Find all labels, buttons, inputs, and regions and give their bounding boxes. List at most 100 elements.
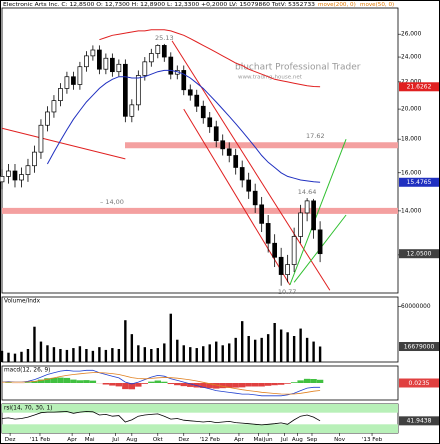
value-box xyxy=(399,342,439,352)
value-box xyxy=(399,177,439,187)
volume-bar xyxy=(176,339,179,362)
trend-line xyxy=(183,108,291,286)
panel-frame xyxy=(1,365,399,401)
candle-body xyxy=(194,94,200,107)
candle-body xyxy=(110,57,115,73)
macd-bar xyxy=(238,383,246,388)
volume-bar xyxy=(240,321,244,362)
volume-bar xyxy=(78,346,82,362)
volume-bar xyxy=(143,347,147,362)
macd-bar xyxy=(297,380,304,383)
candle-body xyxy=(148,53,154,63)
macd-bar xyxy=(31,381,38,383)
y-tick-label: 24,000 xyxy=(401,55,422,61)
candle-body xyxy=(90,49,96,57)
value-box-label: 0.0235 xyxy=(409,380,430,387)
volume-bar xyxy=(318,346,322,362)
candle-body xyxy=(19,174,24,181)
candle-body xyxy=(311,200,316,231)
candle-body xyxy=(142,61,148,76)
x-tick-label: Mai xyxy=(85,437,95,443)
candle-body xyxy=(207,117,213,128)
candle-body xyxy=(155,45,161,54)
volume-bar xyxy=(169,313,172,362)
volume-bar xyxy=(292,336,296,362)
candle-body xyxy=(38,124,44,153)
volume-bar xyxy=(13,353,17,362)
y-tick-label: 16,000 xyxy=(401,170,422,176)
x-tick-label: Mai xyxy=(254,437,264,443)
candle-body xyxy=(278,256,284,275)
macd-bar xyxy=(83,380,90,383)
macd-bar xyxy=(57,377,64,383)
value-box-label: 12.0500 xyxy=(407,251,432,258)
value-box xyxy=(399,249,439,259)
candle-body xyxy=(187,89,193,96)
volume-bar xyxy=(33,326,36,362)
macd-bar xyxy=(109,383,116,386)
volume-bar xyxy=(305,337,309,362)
x-tick-label: Jun xyxy=(263,437,273,443)
macd-bar xyxy=(128,383,136,390)
volume-bar xyxy=(111,348,114,362)
volume-bar xyxy=(98,347,101,362)
candle-body xyxy=(58,88,63,102)
candle-body xyxy=(272,242,278,258)
x-tick-label: Dez xyxy=(5,437,16,443)
macd-bar xyxy=(206,383,213,389)
candle-body xyxy=(213,126,219,142)
x-tick-label: Apr xyxy=(234,437,244,443)
candle-body xyxy=(129,104,135,117)
macd-bar xyxy=(167,383,174,385)
macd-bar xyxy=(213,383,220,389)
candle-body xyxy=(200,105,206,119)
x-tick-label: Dez xyxy=(178,437,189,443)
panel-frame xyxy=(1,296,399,363)
candle-body xyxy=(161,45,167,58)
volume-bar xyxy=(195,348,198,362)
volume-bar xyxy=(234,337,237,362)
macd-bar xyxy=(271,383,278,386)
macd-bar xyxy=(50,377,58,383)
value-box-label: 16679000 xyxy=(404,343,435,350)
x-tick-label: '13 Feb xyxy=(362,437,383,443)
x-tick-label: Aug xyxy=(292,437,303,443)
candle-body xyxy=(317,229,323,255)
macd-bar xyxy=(251,383,259,387)
legend-entry: move(200, 0) xyxy=(318,2,356,8)
x-tick-label: Jul xyxy=(111,437,119,443)
macd-bar xyxy=(161,381,168,383)
candle-body xyxy=(252,190,258,206)
legend-entry: move(50, 0) xyxy=(360,2,394,8)
candle-body xyxy=(103,57,109,70)
candle-body xyxy=(298,212,303,237)
panel-title: macd(12, 26, 9) xyxy=(4,368,50,374)
candle-body xyxy=(71,76,76,85)
value-box xyxy=(399,82,439,92)
volume-bar xyxy=(266,334,270,362)
rsi-line xyxy=(1,411,321,426)
level-band xyxy=(125,142,398,149)
macd-bar xyxy=(141,383,149,384)
macd-bar xyxy=(277,383,285,385)
volume-bar xyxy=(137,345,140,362)
macd-bar xyxy=(264,383,272,386)
low-label: 10.77 xyxy=(278,288,297,296)
x-tick-label: '11 Feb xyxy=(30,437,51,443)
volume-bar xyxy=(85,349,88,362)
volume-bar xyxy=(299,328,302,362)
macd-bar xyxy=(226,383,233,388)
volume-bar xyxy=(279,329,283,362)
x-tick-label: Sep xyxy=(307,437,318,443)
volume-bar xyxy=(59,349,62,362)
macd-bar xyxy=(70,379,77,383)
volume-bar xyxy=(163,343,166,362)
value-box-label: 41.9438 xyxy=(407,418,432,425)
macd-bar xyxy=(44,378,51,383)
macd-bar xyxy=(290,382,298,383)
macd-bar xyxy=(219,383,226,389)
candle-body xyxy=(233,155,239,168)
value-box-label: 21.6262 xyxy=(407,84,432,91)
candle-body xyxy=(220,140,226,150)
